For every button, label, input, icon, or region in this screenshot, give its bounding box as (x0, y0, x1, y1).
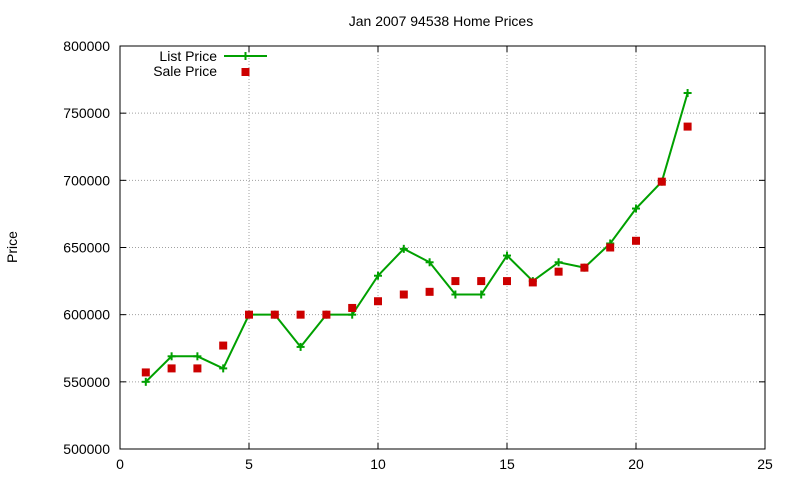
list-price-point (193, 352, 202, 361)
y-tick-label: 650000 (63, 240, 110, 256)
sale-price-point (167, 364, 176, 373)
sale-price-point (245, 310, 253, 319)
list-price-point (503, 251, 511, 260)
sale-price-point (141, 368, 150, 377)
y-tick-label: 550000 (63, 374, 110, 390)
series-layer (141, 89, 692, 386)
sale-price-point (374, 297, 382, 306)
list-price-point (167, 352, 176, 361)
grid-lines (120, 46, 765, 449)
sale-price-point (296, 310, 305, 319)
y-tick-label: 700000 (63, 172, 110, 188)
y-tick-label: 600000 (63, 307, 110, 323)
x-tick-label: 0 (116, 456, 124, 472)
x-tick-label: 15 (499, 456, 515, 472)
sale-price-point (477, 277, 486, 286)
sale-price-point (451, 277, 460, 286)
list-price-point (219, 364, 228, 373)
plot-frame (119, 45, 766, 450)
legend-label-sale-price: Sale Price (153, 63, 217, 79)
sale-price-point (193, 364, 202, 373)
list-price-line (145, 92, 689, 383)
list-price-point (296, 342, 305, 351)
sale-price-point (657, 177, 666, 186)
x-tick-label: 25 (757, 456, 773, 472)
list-price-point (554, 258, 563, 267)
list-price-point (632, 204, 640, 213)
y-tick-label: 750000 (63, 105, 110, 121)
list-price-point (683, 89, 692, 98)
sale-price-point (606, 243, 615, 252)
x-tick-label: 20 (628, 456, 644, 472)
sale-price-point (632, 236, 640, 245)
y-tick-label: 500000 (63, 441, 110, 457)
legend-sample-list-price-marker (241, 52, 250, 60)
x-tick-label: 5 (245, 456, 253, 472)
chart-title: Jan 2007 94538 Home Prices (349, 13, 533, 29)
y-tick-label: 800000 (63, 38, 110, 54)
list-price-point (348, 310, 357, 319)
legend: List Price Sale Price (153, 48, 267, 79)
sale-price-point (554, 267, 563, 276)
sale-price-point (219, 341, 228, 350)
sale-price-point (348, 303, 357, 312)
sale-price-point (528, 278, 537, 287)
list-price-point (399, 244, 408, 253)
list-price-point (374, 271, 382, 280)
axis-ticks: 0 5 10 15 20 25 500000 550000 600000 650000 700000… (63, 38, 773, 472)
list-price-point (425, 258, 434, 267)
sale-price-point (580, 263, 589, 272)
list-price-point (141, 377, 150, 386)
list-price-point (451, 290, 460, 299)
y-axis-label: Price (4, 231, 20, 263)
sale-price-point (425, 287, 434, 296)
sale-price-point (503, 277, 511, 286)
sale-price-point (322, 310, 331, 319)
legend-label-list-price: List Price (159, 48, 217, 64)
sale-price-point (399, 290, 408, 299)
list-price-point (477, 290, 486, 299)
sale-price-point (270, 310, 279, 319)
x-tick-label: 10 (370, 456, 386, 472)
sale-price-point (683, 122, 692, 131)
legend-sample-sale-price-marker (241, 68, 250, 76)
